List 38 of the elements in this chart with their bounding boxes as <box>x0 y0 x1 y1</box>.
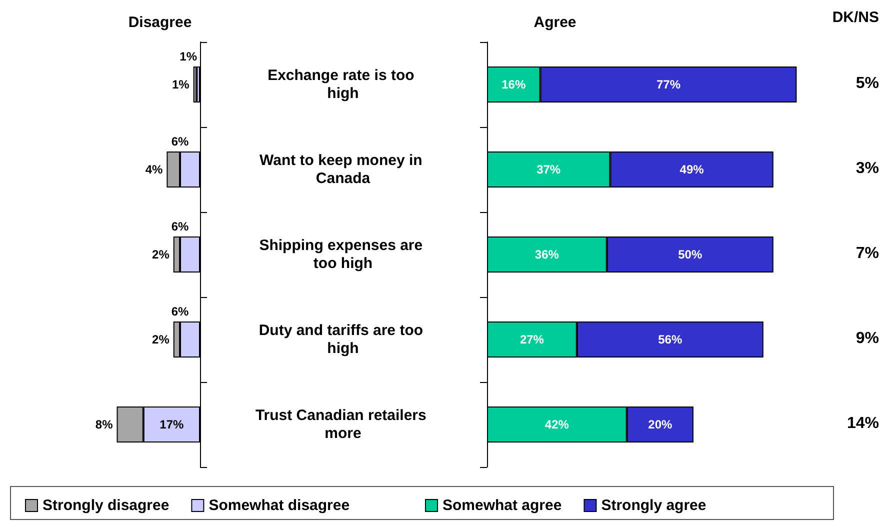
legend-label: Strongly agree <box>601 497 706 514</box>
text: 5% <box>856 75 879 92</box>
data-label: 37% <box>536 162 561 176</box>
data-label: 2% <box>152 248 170 262</box>
y-tick-label: Exchange rate is too high <box>268 67 418 102</box>
y-tick-label: Trust Canadian retailers more <box>255 407 431 442</box>
data-label: 56% <box>658 332 682 346</box>
data-label: 20% <box>648 418 672 432</box>
chart-title: Agree <box>534 14 576 31</box>
text: DK/NS <box>832 9 879 26</box>
data-label: 6% <box>171 304 190 318</box>
bar <box>193 66 197 102</box>
data-label: 42% <box>544 418 570 432</box>
text: 7% <box>856 245 879 262</box>
y-tick-label: Shipping expenses are too high <box>259 237 427 272</box>
data-label: 1% <box>180 50 198 64</box>
legend-label: Somewhat disagree <box>208 497 350 514</box>
data-label: 50% <box>678 248 702 262</box>
data-label: 49% <box>680 162 704 176</box>
data-label: 8% <box>95 418 114 432</box>
data-label: 6% <box>171 220 190 234</box>
text: 3% <box>856 160 879 177</box>
y-tick-label: Duty and tariffs are too high <box>258 322 428 357</box>
data-label: 2% <box>152 332 170 346</box>
legend-label: Somewhat agree <box>442 497 562 514</box>
data-label: 16% <box>502 78 526 92</box>
data-label: 6% <box>171 134 190 148</box>
data-label: 77% <box>656 78 681 92</box>
data-label: 17% <box>160 418 184 432</box>
text: 9% <box>856 330 879 347</box>
legend-label: Strongly disagree <box>42 497 170 514</box>
y-tick-label: Want to keep money in Canada <box>260 152 426 187</box>
chart-title: Disagree <box>128 14 192 31</box>
data-label: 36% <box>534 248 560 262</box>
data-label: 27% <box>520 332 544 346</box>
data-label: 1% <box>172 78 190 92</box>
data-label: 4% <box>145 162 164 176</box>
text: 14% <box>846 415 880 432</box>
